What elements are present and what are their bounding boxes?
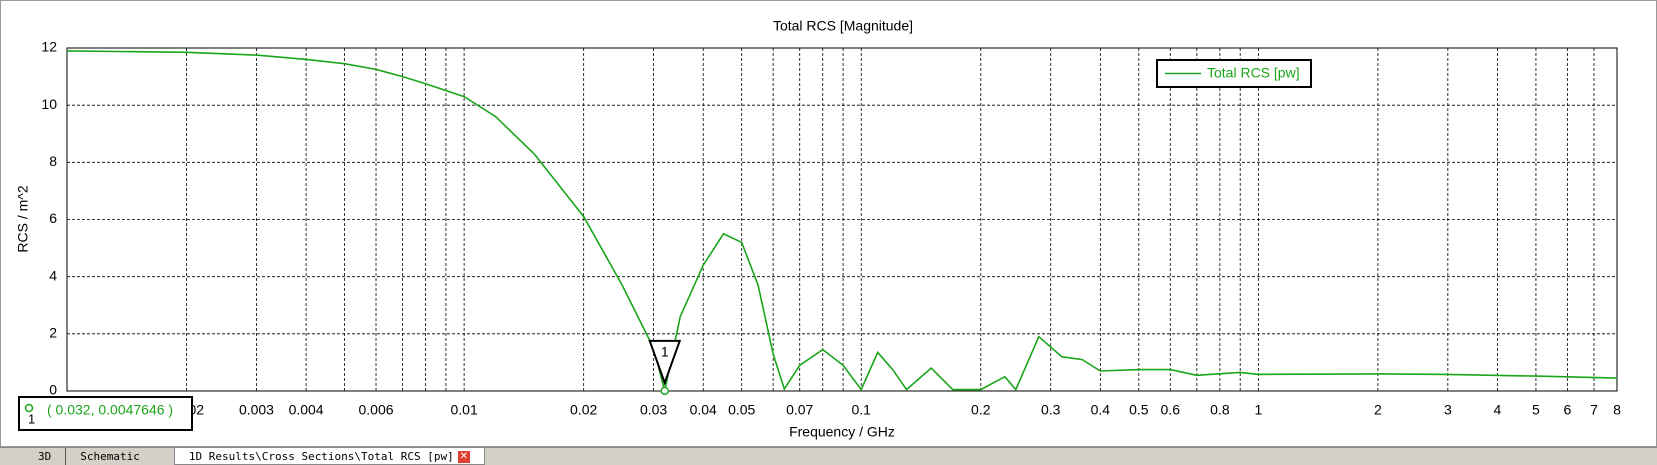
- x-tick-label: 3: [1444, 402, 1452, 418]
- x-tick-label: 0.1: [852, 402, 872, 418]
- x-tick-label: 0.01: [450, 402, 477, 418]
- tab-bar: 3D Schematic 1D Results\Cross Sections\Tot…: [0, 447, 1657, 465]
- tab[interactable]: Schematic: [66, 448, 154, 465]
- marker-readout-box: [18, 396, 193, 431]
- close-button[interactable]: ✕: [457, 450, 470, 463]
- tab[interactable]: 3D: [0, 448, 67, 465]
- legend-label: Total RCS [pw]: [1207, 65, 1300, 81]
- y-axis-label: RCS / m^2: [15, 185, 31, 252]
- x-tick-label: 0.07: [786, 402, 813, 418]
- chart-title: Total RCS [Magnitude]: [773, 18, 913, 34]
- x-tick-label: 2: [1374, 402, 1382, 418]
- marker-label: 1: [661, 344, 669, 360]
- tab-label: 1D Results\Cross Sections\Total RCS [pw]: [188, 449, 454, 463]
- plot-border: [66, 47, 1618, 392]
- y-tick-label: 0: [49, 382, 57, 398]
- x-tick-label: 0.05: [728, 402, 755, 418]
- marker-readout-icon: [24, 403, 34, 413]
- y-tick-label: 2: [49, 325, 57, 341]
- y-tick-label: 4: [49, 267, 57, 283]
- x-tick-label: 0.02: [570, 402, 597, 418]
- x-tick-label: 7: [1590, 402, 1598, 418]
- x-tick-label: 0.3: [1041, 402, 1061, 418]
- x-tick-label: 0.004: [289, 402, 324, 418]
- marker-triangle: [648, 339, 682, 386]
- marker-readout-index: 1: [28, 411, 35, 426]
- tab-label: 3D: [38, 450, 52, 463]
- chart: Total RCS [Magnitude] Frequency / GHz RC…: [0, 0, 1657, 447]
- x-tick-label: 0.2: [971, 402, 991, 418]
- x-tick-label: 0.006: [358, 402, 393, 418]
- y-tick-label: 12: [41, 39, 57, 55]
- y-tick-label: 8: [49, 153, 57, 169]
- x-axis-label: Frequency / GHz: [789, 424, 895, 440]
- x-tick-label: 0.04: [690, 402, 717, 418]
- x-tick-label: 8: [1613, 402, 1621, 418]
- x-tick-label: 0.8: [1210, 402, 1230, 418]
- series-line: [66, 50, 1618, 392]
- x-tick-label: 0.4: [1091, 402, 1111, 418]
- x-tick-label: 6: [1563, 402, 1571, 418]
- tab[interactable]: 1D Results\Cross Sections\Total RCS [pw]…: [173, 448, 485, 465]
- x-tick-label: 0.03: [640, 402, 667, 418]
- x-tick-label: 4: [1494, 402, 1502, 418]
- marker-readout-value: ( 0.032, 0.0047646 ): [47, 402, 173, 418]
- frame: [0, 0, 1657, 447]
- x-tick-label: 0.003: [239, 402, 274, 418]
- marker-point: [660, 386, 669, 396]
- x-tick-label: 0.6: [1161, 402, 1181, 418]
- y-tick-label: 6: [49, 210, 57, 226]
- tab-label: Schematic: [80, 450, 140, 463]
- x-tick-label: 1: [1254, 402, 1262, 418]
- x-tick-label: 0.5: [1129, 402, 1149, 418]
- y-tick-label: 10: [41, 96, 57, 112]
- x-tick-label: 5: [1532, 402, 1540, 418]
